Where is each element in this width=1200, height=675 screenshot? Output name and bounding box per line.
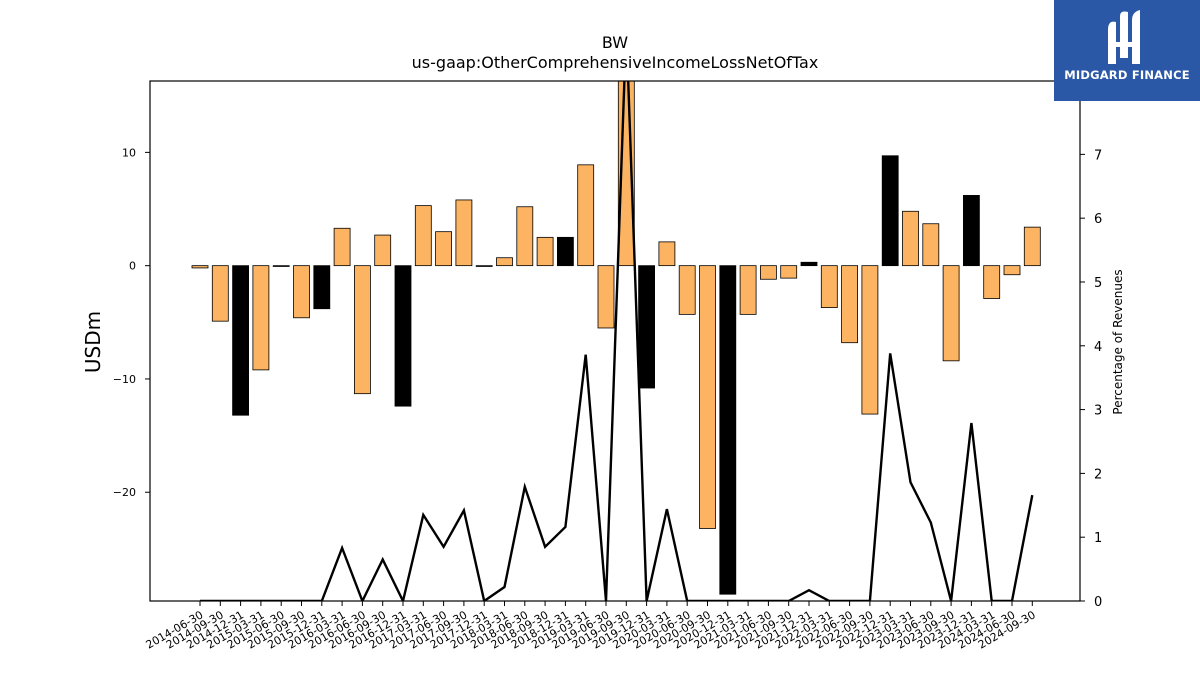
bar-2016-09-30 bbox=[374, 234, 392, 267]
bar-2015-12-31 bbox=[313, 265, 331, 310]
y2-tick-label: 7 bbox=[1094, 148, 1102, 163]
bar-2024-03-31 bbox=[983, 265, 1001, 299]
chart-title: BW bbox=[602, 33, 628, 52]
bar-2016-06-30 bbox=[353, 265, 371, 395]
bar-2015-06-30 bbox=[272, 265, 290, 267]
bar-2024-06-30 bbox=[1003, 265, 1021, 276]
bars-layer bbox=[191, 81, 1041, 595]
midgard-m-logo-icon bbox=[1108, 10, 1140, 64]
bar-2021-03-31 bbox=[739, 265, 757, 315]
bar-2022-12-31 bbox=[881, 155, 899, 267]
y-tick-label: 10 bbox=[122, 146, 136, 159]
plot-frame bbox=[149, 80, 1081, 602]
bar-2023-12-31 bbox=[963, 195, 980, 267]
y-tick-label: −20 bbox=[113, 486, 136, 499]
bar-2015-03-31 bbox=[252, 265, 270, 371]
bar-2023-06-30 bbox=[922, 223, 940, 267]
y2-tick-label: 3 bbox=[1094, 404, 1102, 419]
y2-ticks: 0 1 2 3 4 5 6 7 bbox=[1080, 148, 1102, 610]
bar-2018-06-30 bbox=[516, 206, 534, 267]
y2-tick-label: 0 bbox=[1094, 595, 1102, 610]
bar-2018-12-31 bbox=[557, 236, 574, 267]
bar-2024-09-30 bbox=[1023, 226, 1041, 267]
bar-2017-09-30 bbox=[455, 199, 473, 267]
line-layer bbox=[200, 81, 1034, 601]
bar-2022-03-31 bbox=[820, 265, 838, 308]
y2-tick-label: 4 bbox=[1094, 340, 1102, 355]
y2-tick-label: 6 bbox=[1094, 212, 1102, 227]
y2-tick-label: 2 bbox=[1094, 467, 1102, 482]
bar-2023-09-30 bbox=[942, 265, 960, 362]
revenue-percentage-line bbox=[200, 81, 1034, 601]
bar-2022-09-30 bbox=[861, 265, 879, 415]
bar-2020-06-30 bbox=[678, 265, 696, 315]
bar-2018-03-31 bbox=[496, 257, 513, 267]
bar-2017-03-31 bbox=[414, 205, 432, 267]
chart-subtitle: us-gaap:OtherComprehensiveIncomeLossNetO… bbox=[412, 53, 819, 72]
y2-tick-label: 1 bbox=[1094, 531, 1102, 546]
logo-text: MIDGARD FINANCE bbox=[1064, 68, 1190, 82]
bar-2020-12-31 bbox=[719, 265, 737, 595]
y-tick-label: −10 bbox=[113, 373, 136, 386]
bar-2023-03-31 bbox=[902, 210, 919, 267]
bar-2022-06-30 bbox=[841, 265, 858, 344]
midgard-finance-logo: MIDGARD FINANCE bbox=[1054, 0, 1200, 101]
bar-2019-03-31 bbox=[577, 164, 595, 267]
x-ticks: 2014-06-302014-09-302014-12-312015-03-31… bbox=[144, 601, 1038, 652]
y-tick-label: 0 bbox=[129, 260, 136, 273]
bar-2019-12-31 bbox=[638, 265, 655, 389]
bar-2016-12-31 bbox=[394, 265, 412, 407]
bar-2021-09-30 bbox=[780, 265, 798, 279]
bar-2017-12-31 bbox=[475, 265, 493, 267]
bar-2019-06-30 bbox=[597, 265, 615, 329]
bar-2015-09-30 bbox=[293, 265, 310, 319]
bar-2021-12-31 bbox=[800, 261, 818, 267]
bar-2021-06-30 bbox=[760, 265, 777, 280]
bar-2020-09-30 bbox=[699, 265, 716, 529]
y2-axis-label: Percentage of Revenues bbox=[1111, 269, 1125, 414]
bar-2020-03-31 bbox=[658, 241, 676, 267]
y-ticks: 10 0 −10 −20 bbox=[113, 146, 150, 499]
bar-2014-06-30 bbox=[191, 265, 209, 269]
y-axis-label: USDm bbox=[81, 311, 105, 373]
y2-tick-label: 5 bbox=[1094, 276, 1102, 291]
bar-2014-12-31 bbox=[232, 265, 250, 416]
bar-2016-03-31 bbox=[333, 227, 351, 267]
bar-2017-06-30 bbox=[435, 231, 453, 267]
bar-2018-09-30 bbox=[536, 236, 554, 267]
bar-2014-09-30 bbox=[211, 265, 229, 322]
